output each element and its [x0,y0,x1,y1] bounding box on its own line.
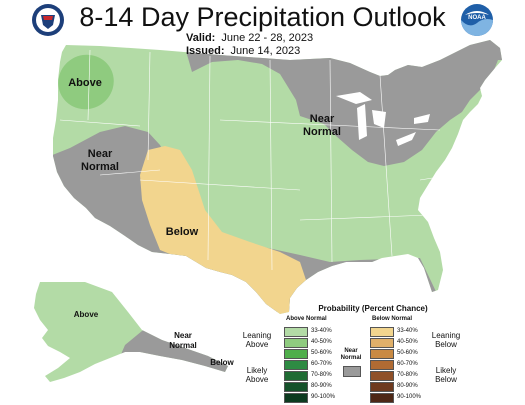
issued-date: Issued: June 14, 2023 [186,45,300,57]
valid-label: Valid: [186,32,216,44]
region-below-33-40 [140,146,306,314]
above-swatch-label-7: 90-100% [311,394,336,400]
legend-below-header: Below Normal [372,316,413,322]
map-label-near-normal-north-line-2: Normal [303,126,341,138]
below-swatch-1 [370,327,394,337]
map-label-near-normal-north-line-1: Near [310,113,335,125]
alaska-regions [34,282,228,382]
valid-value: June 22 - 28, 2023 [221,32,314,44]
map-label-below-ak: Below [210,358,234,367]
above-swatch-label-3: 50-60% [311,350,332,356]
below-swatch-label-4: 60-70% [397,361,418,367]
above-swatch-label-4: 60-70% [311,361,332,367]
near-line-2: Normal [340,355,362,361]
map-label-near-normal-west-line-2: Normal [81,161,119,173]
leaning-below-line-2: Below [435,340,457,349]
above-swatch-1 [284,327,308,337]
below-swatch-label-1: 33-40% [397,328,418,334]
issued-label: Issued: [186,45,225,57]
legend-above-header: Above Normal [286,316,327,322]
leaning-above-line-1: Leaning [242,331,272,340]
leaning-above-label: Leaning Above [240,331,274,349]
below-swatch-label-3: 50-60% [397,350,418,356]
leaning-above-line-2: Above [245,340,269,349]
above-swatch-label-6: 80-90% [311,383,332,389]
map-label-below-sw: Below [166,226,199,238]
above-swatch-label-2: 40-50% [311,339,332,345]
likely-below-label: Likely Below [426,366,466,384]
below-swatch-label-7: 90-100% [397,394,422,400]
above-swatch-label-1: 33-40% [311,328,332,334]
likely-above-line-1: Likely [246,366,268,375]
below-swatch-2 [370,338,394,348]
page-title: 8-14 Day Precipitation Outlook [79,2,446,32]
region-above-33-40-ak [34,282,228,382]
above-swatch-6 [284,382,308,392]
below-swatch-5 [370,371,394,381]
svg-text:NOAA: NOAA [468,15,486,21]
above-swatch-4 [284,360,308,370]
above-swatch-7 [284,393,308,403]
map-label-near-normal-west-line-1: Near [88,148,113,160]
likely-below-line-1: Likely [435,366,457,375]
doc-seal-icon [32,4,64,36]
near-normal-legend-label: Near Normal [338,348,364,362]
legend: Probability (Percent Chance) Above Norma… [240,300,520,404]
below-swatch-4 [370,360,394,370]
issued-value: June 14, 2023 [230,45,301,57]
below-swatch-label-6: 80-90% [397,383,418,389]
leaning-below-label: Leaning Below [426,331,466,349]
map-label-above-ak: Above [74,310,99,319]
near-normal-swatch [343,366,361,377]
below-swatch-6 [370,382,394,392]
likely-above-label: Likely Above [240,366,274,384]
map-label-near-normal-ak-line-1: Near [174,331,192,340]
legend-title: Probability (Percent Chance) [318,304,428,313]
map-labels: AboveNearNormalNearNormalBelowAboveNearN… [68,77,341,367]
below-swatch-7 [370,393,394,403]
below-swatch-label-2: 40-50% [397,339,418,345]
great-lakes [336,92,430,146]
below-swatch-label-5: 70-80% [397,372,418,378]
state-boundaries [59,49,471,271]
map-label-above-nw: Above [68,77,102,89]
above-swatch-5 [284,371,308,381]
near-line-1: Near [344,348,358,354]
likely-above-line-2: Above [245,375,269,384]
valid-dates: Valid: June 22 - 28, 2023 [186,32,313,44]
noaa-logo-icon: NOAA [461,4,493,36]
above-swatch-label-5: 70-80% [311,372,332,378]
conus-regions [53,40,502,314]
above-swatch-2 [284,338,308,348]
map-label-near-normal-ak-line-2: Normal [169,341,197,350]
above-swatch-3 [284,349,308,359]
likely-below-line-2: Below [435,375,457,384]
leaning-below-line-1: Leaning [431,331,461,340]
region-above-40-50 [58,54,114,110]
below-swatch-3 [370,349,394,359]
